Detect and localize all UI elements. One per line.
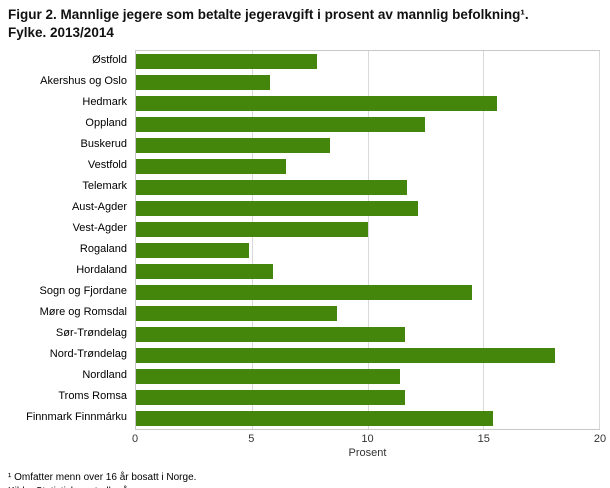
plot-area [135,50,600,431]
category-label: Telemark [82,180,127,193]
bar [136,411,493,427]
bar-row [136,240,599,261]
category-label: Rogaland [79,243,127,256]
gridline [599,51,600,430]
category-label: Vestfold [87,159,127,172]
bar-row [136,324,599,345]
bar [136,54,317,70]
bar [136,327,405,343]
bar-row [136,198,599,219]
bar-row [136,114,599,135]
bar [136,390,405,406]
bar [136,138,331,154]
bar-row [136,408,599,429]
bar-row [136,93,599,114]
x-axis-ticks: 0 5 10 15 20 [131,430,606,446]
category-label: Østfold [92,54,127,67]
axis-spacer [8,430,135,446]
bar-row [136,261,599,282]
bar-chart: Østfold Akershus og Oslo Hedmark Oppland Bus… [8,50,606,459]
bar-row [136,282,599,303]
category-label: Hordaland [76,264,127,277]
bar [136,96,498,112]
plot-grid: Østfold Akershus og Oslo Hedmark Oppland Bus… [8,50,600,431]
bar-series [136,51,599,429]
category-label: Finnmark Finnmárku [26,411,127,424]
x-tick-label: 5 [248,433,255,446]
category-label: Møre og Romsdal [39,306,127,319]
bar-row [136,345,599,366]
category-axis: Østfold Akershus og Oslo Hedmark Oppland Bus… [8,50,135,430]
bar-row [136,51,599,72]
bar [136,348,555,364]
category-label: Aust-Agder [71,201,127,214]
bar-row [136,303,599,324]
bar-row [136,387,599,408]
chart-title: Figur 2. Mannlige jegere som betalte jeg… [8,7,529,40]
bar [136,117,426,133]
x-tick-label: 15 [477,433,490,446]
category-label: Troms Romsa [58,390,127,403]
bar [136,75,271,91]
category-label: Vest-Agder [72,222,127,235]
bar [136,264,273,280]
gridline [483,51,485,430]
bar-row [136,72,599,93]
bar [136,201,419,217]
bar [136,369,400,385]
x-axis-title-row: Prosent [8,446,600,459]
gridline [251,51,253,430]
gridlines [136,51,600,430]
axis-spacer [8,446,135,459]
x-tick-label: 10 [361,433,374,446]
category-label: Buskerud [80,138,127,151]
bar-row [136,366,599,387]
x-axis: 0 5 10 15 20 [8,430,606,446]
source-text: Kilde: Statistisk sentralbyrå. [8,485,600,488]
x-tick-label: 0 [131,433,139,446]
category-label: Sogn og Fjordane [39,285,127,298]
bar [136,285,472,301]
category-label: Akershus og Oslo [40,75,127,88]
x-axis-title: Prosent [348,447,387,460]
bar [136,243,250,259]
footnotes: ¹ Omfatter menn over 16 år bosatt i Norg… [8,471,600,488]
bar [136,306,338,322]
bar-row [136,177,599,198]
category-label: Hedmark [82,96,127,109]
bar [136,159,287,175]
category-label: Nordland [82,369,127,382]
category-label: Sør-Trøndelag [55,327,127,340]
bar-row [136,135,599,156]
bar-row [136,156,599,177]
bar [136,180,407,196]
bar [136,222,368,238]
x-tick-label: 20 [593,433,607,446]
footnote-text: ¹ Omfatter menn over 16 år bosatt i Norg… [8,472,197,484]
gridline [367,51,369,430]
category-label: Oppland [85,117,127,130]
bar-row [136,219,599,240]
category-label: Nord-Trøndelag [49,348,127,361]
